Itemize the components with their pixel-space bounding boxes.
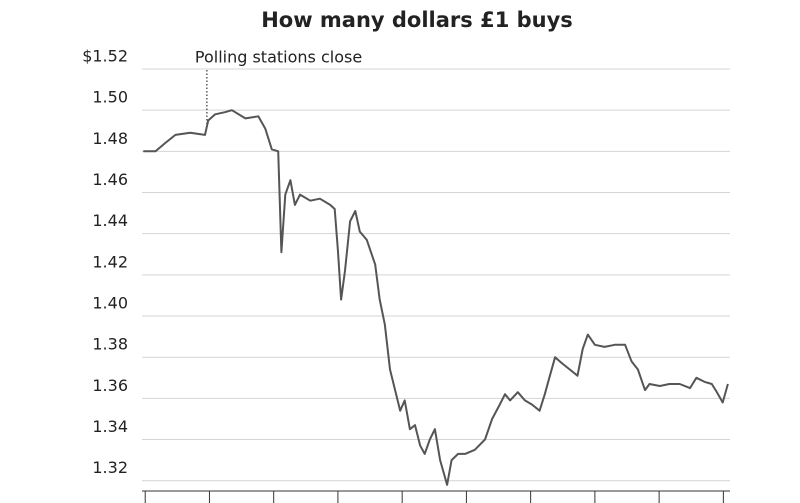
y-tick-label: 1.42	[92, 252, 128, 271]
chart-title: How many dollars £1 buys	[261, 8, 573, 32]
y-tick-label: 1.38	[92, 335, 128, 354]
y-tick-label: 1.50	[92, 88, 128, 107]
y-tick-label: 1.36	[92, 376, 128, 395]
y-tick-label: 1.46	[92, 170, 128, 189]
y-tick-label: 1.48	[92, 129, 128, 148]
annotation: Polling stations close	[195, 48, 362, 67]
y-tick-label: 1.44	[92, 211, 128, 230]
line	[143, 109, 729, 486]
y-tick-label: 1.40	[92, 294, 128, 313]
y-tick-label: 1.32	[92, 458, 128, 477]
y-tick-label: 1.34	[92, 417, 128, 436]
y-tick-label: $1.52	[82, 47, 128, 66]
